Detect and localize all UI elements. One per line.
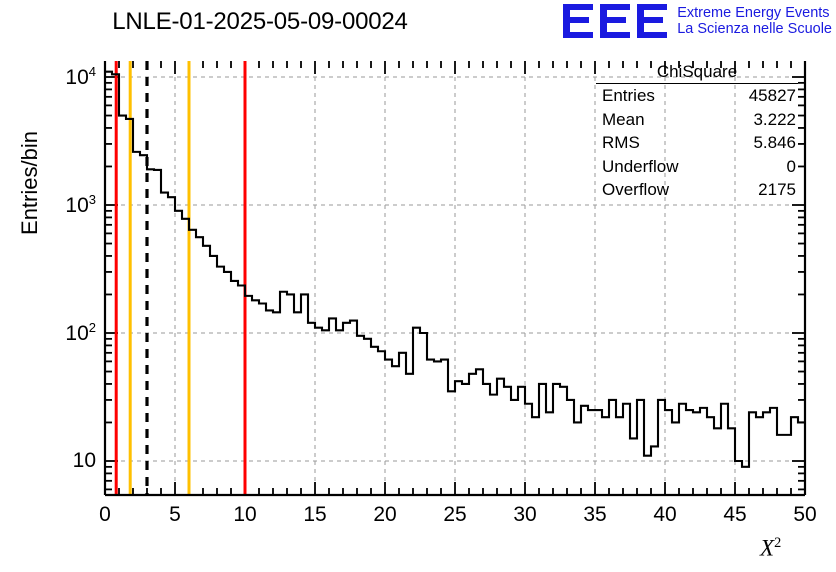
x-tick-label: 35 xyxy=(583,503,607,526)
y-tick-label: 103 xyxy=(65,192,96,217)
stats-row: Entries 45827 xyxy=(596,84,798,107)
stats-row-key: Overflow xyxy=(602,180,670,199)
y-tick-label: 10 xyxy=(72,449,96,472)
x-tick-label: 5 xyxy=(169,503,181,526)
stats-row-value: 2175 xyxy=(758,180,796,199)
x-tick-label: 15 xyxy=(303,503,327,526)
stats-row-key: RMS xyxy=(602,133,640,153)
eee-logo-line1: Extreme Energy Events xyxy=(677,4,830,21)
x-axis-title: X2 xyxy=(760,535,781,562)
x-axis-title-text: X xyxy=(760,535,775,561)
x-tick-label: 40 xyxy=(653,503,677,526)
x-axis-title-sup: 2 xyxy=(774,535,782,551)
eee-logo-line2: La Scienza nelle Scuole xyxy=(677,21,832,37)
y-tick-label: 102 xyxy=(65,320,96,345)
x-tick-label: 30 xyxy=(513,503,537,526)
stats-row: Underflow 0 xyxy=(596,154,798,177)
page-title: LNLE-01-2025-05-09-00024 xyxy=(112,8,408,35)
eee-logo-text: Extreme Energy Events La Scienza nelle S… xyxy=(677,5,832,37)
stats-row-key: Underflow xyxy=(602,156,679,176)
x-tick-label: 20 xyxy=(373,503,397,526)
stats-row-key: Entries xyxy=(602,86,655,106)
stats-row-value: 5.846 xyxy=(753,133,796,153)
stats-title: ChiSquare xyxy=(596,62,798,84)
histogram-outline xyxy=(105,70,805,468)
axis-frame xyxy=(103,61,807,497)
x-tick-label: 10 xyxy=(233,503,257,526)
x-tick-label: 50 xyxy=(793,503,817,526)
stats-rows: Entries 45827 Mean 3.222 RMS 5.846 Underflow 0 O… xyxy=(596,84,798,201)
stats-row-key: Mean xyxy=(602,109,645,129)
marker-lines xyxy=(114,61,247,495)
eee-logo: Extreme Energy Events La Scienza nelle S… xyxy=(563,3,832,39)
x-tick-label: 25 xyxy=(443,503,467,526)
stats-row-value: 0 xyxy=(786,156,796,176)
stats-box: ChiSquare Entries 45827 Mean 3.222 RMS 5.846 U… xyxy=(596,62,798,201)
x-tick-label: 45 xyxy=(723,503,747,526)
stats-row: RMS 5.846 xyxy=(596,131,798,154)
stats-row: Overflow 2175 xyxy=(596,178,798,201)
stats-row-value: 45827 xyxy=(748,86,796,106)
stats-row-value: 3.222 xyxy=(753,109,796,129)
eee-logo-mark xyxy=(563,4,668,38)
x-tick-label: 0 xyxy=(99,503,111,526)
stats-row: Mean 3.222 xyxy=(596,107,798,130)
y-tick-label: 104 xyxy=(65,64,96,89)
